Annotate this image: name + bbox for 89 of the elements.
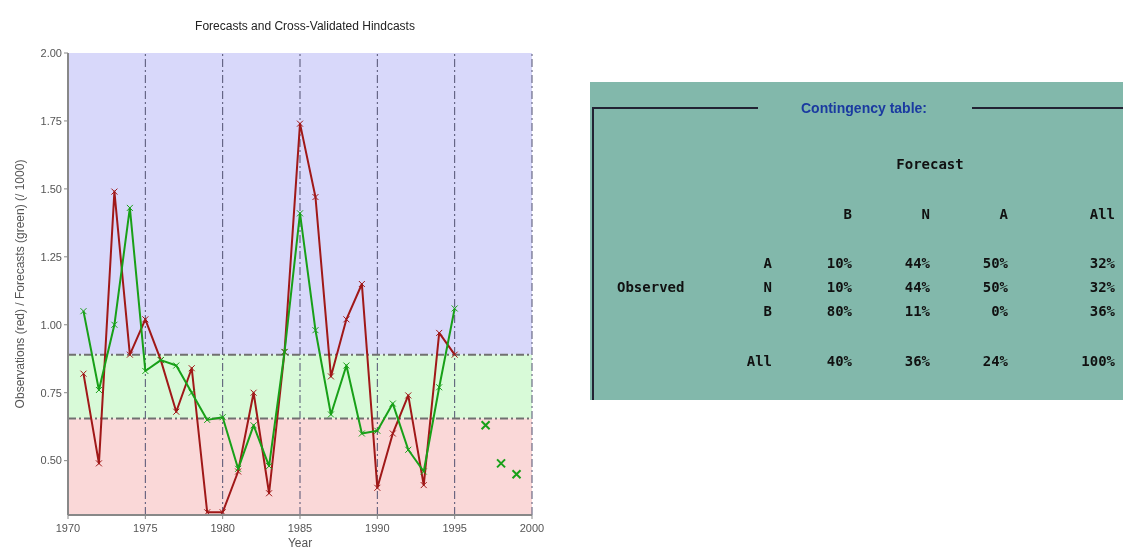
text: 36% [1089,302,1115,319]
point [110,188,118,196]
category-label: B [763,302,772,319]
category-label: All [746,352,772,369]
point [126,351,134,359]
point [404,391,412,399]
category-label: A [999,205,1009,222]
point [219,413,227,421]
point [296,120,304,128]
category-label: B [843,205,852,222]
point [141,367,149,375]
category-label: N [921,205,930,222]
point [250,421,258,429]
point [373,427,381,435]
point [126,204,134,212]
point [420,468,428,476]
chart-title: Forecasts and Cross-Validated Hindcasts [195,19,415,33]
point [358,280,366,288]
point [79,307,87,315]
point [250,389,258,397]
point [451,304,459,312]
point [496,458,507,469]
text: 32% [1089,278,1115,295]
x-tick-label: 1980 [210,522,235,534]
point [342,315,350,323]
point [110,321,118,329]
y-tick-label: 1.75 [40,114,62,127]
point [188,389,196,397]
x-axis-title: Year [287,536,313,550]
text: 44% [904,254,930,271]
text: Forecast [896,155,964,172]
point [265,489,273,497]
y-tick-label: 1.50 [40,182,62,195]
category-label: All [1089,205,1115,222]
y-tick-label: 1.00 [40,318,62,331]
point [358,429,366,437]
text: 24% [982,352,1008,369]
text: 50% [982,278,1008,295]
text: 44% [904,278,930,295]
y-axis-title: Observations (red) / Forecasts (green) (/ 1000) [13,159,27,409]
x-tick-label: 1975 [133,522,158,534]
text: 11% [904,302,930,319]
point [296,209,304,217]
point [420,481,428,489]
point [435,329,443,337]
point [480,420,491,431]
point [265,462,273,470]
text: 50% [982,254,1008,271]
text: Observed [617,278,685,295]
point [203,416,211,424]
y-tick-label: 1.25 [40,250,62,263]
point [373,484,381,492]
point [435,383,443,391]
point [389,400,397,408]
point [327,372,335,380]
category-label: N [763,278,772,295]
point [172,362,180,370]
point [172,408,180,416]
x-tick-label: 1985 [287,522,313,534]
point [451,351,459,359]
point [342,362,350,370]
point [327,410,335,418]
point [311,326,319,334]
point [95,386,103,394]
text: 80% [826,302,852,319]
text: 40% [826,352,852,369]
point [404,446,412,454]
category-label: A [763,254,772,271]
point [188,364,196,372]
text: 0% [991,302,1008,319]
x-tick-label: 1995 [442,522,467,534]
text: 36% [904,352,930,369]
y-tick-label: 2.00 [40,46,62,59]
x-tick-label: 1970 [55,522,81,534]
text: 10% [826,278,852,295]
text: Contingency table: [800,100,928,116]
text: 32% [1089,254,1115,271]
point [389,429,397,437]
text: 100% [1081,352,1115,369]
x-tick-label: 2000 [519,522,545,534]
x-tick-label: 1990 [365,522,390,534]
y-tick-label: 0.50 [40,454,62,467]
point [95,459,103,467]
text: 10% [826,254,852,271]
point [311,193,319,201]
point [511,469,522,480]
y-tick-label: 0.75 [40,386,62,399]
point [79,370,87,378]
point [141,315,149,323]
